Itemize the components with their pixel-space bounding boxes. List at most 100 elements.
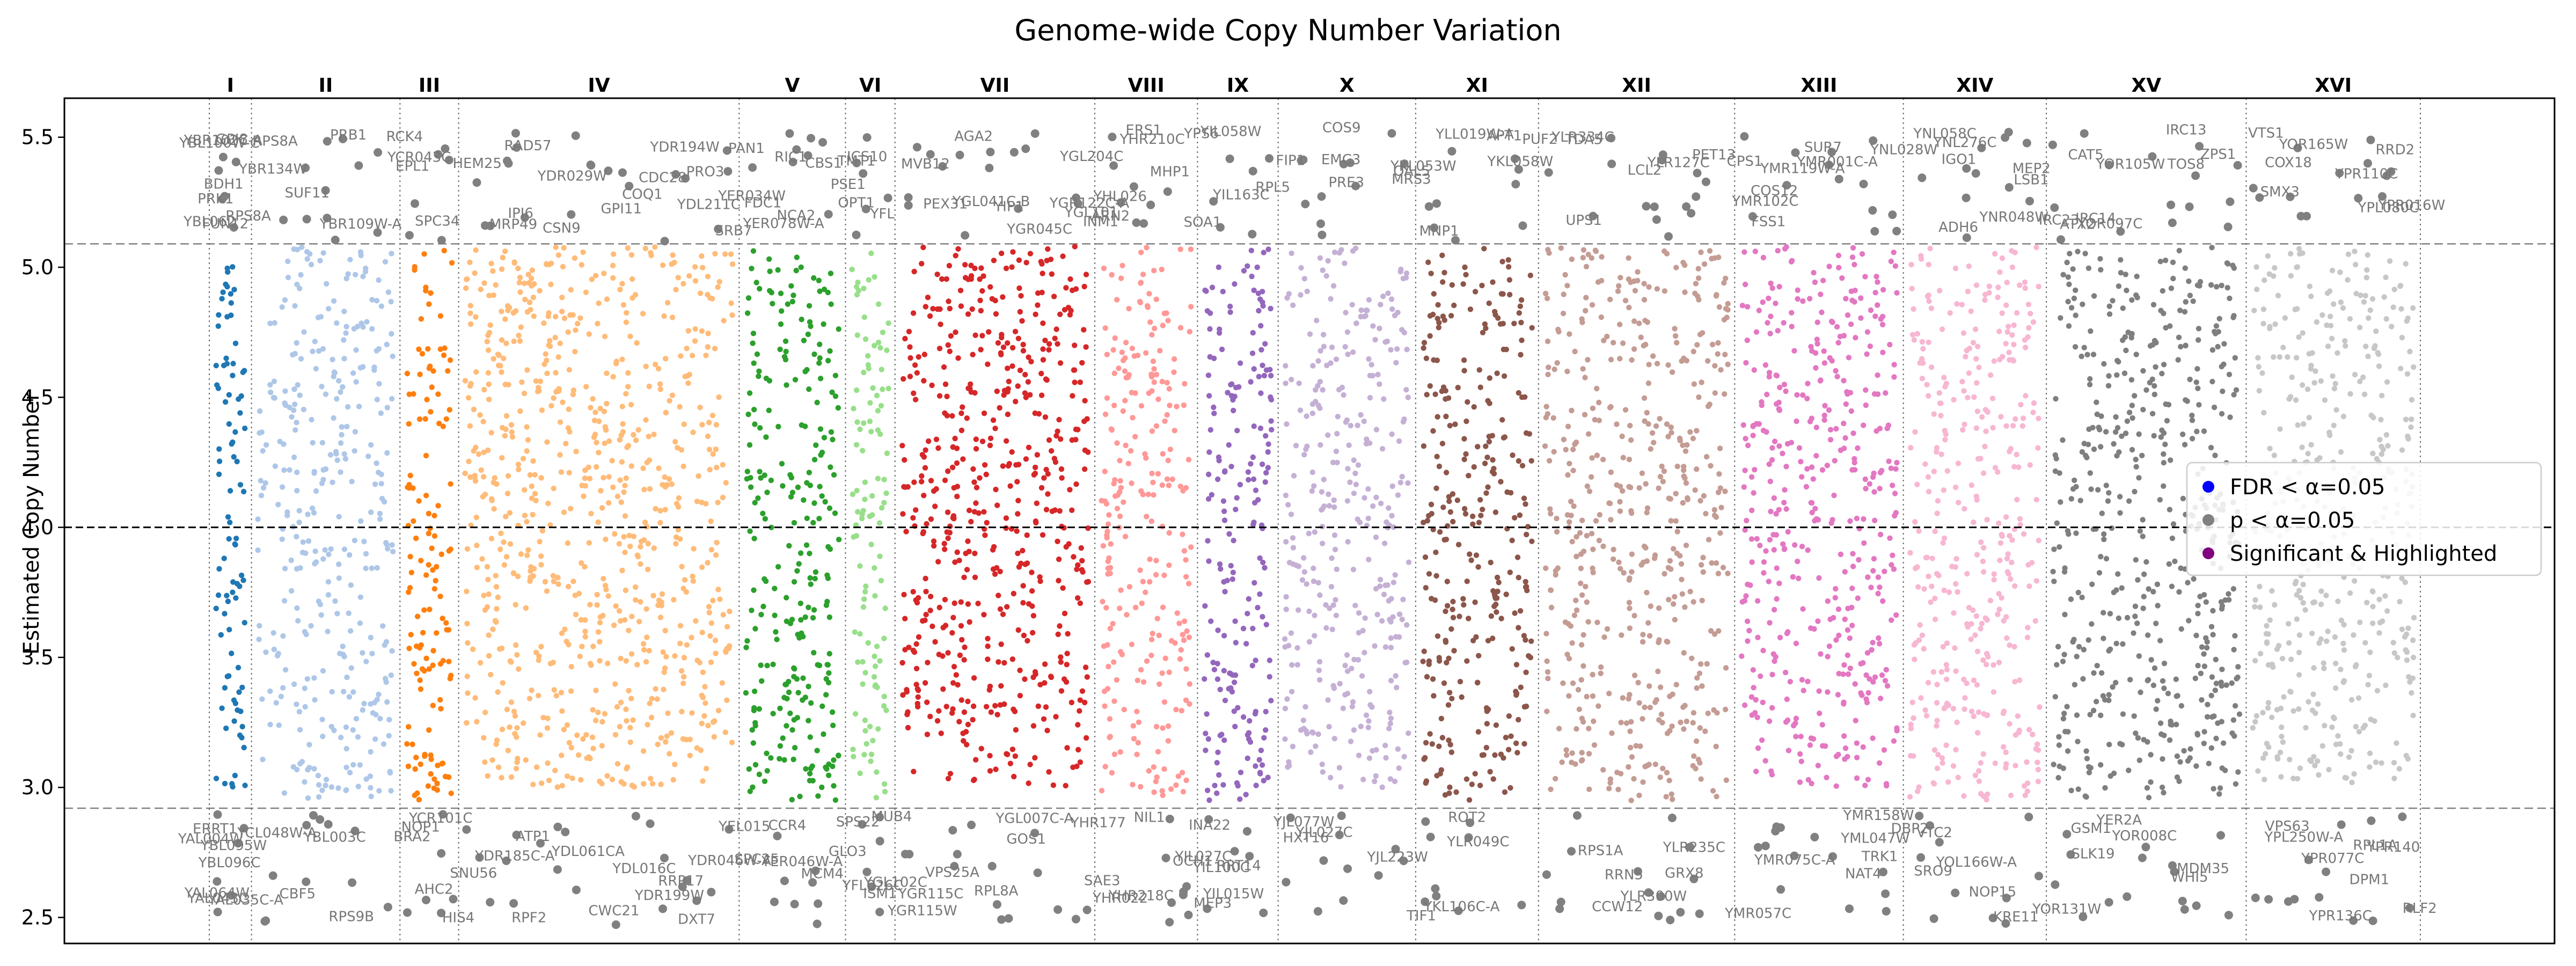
data-point xyxy=(1966,263,1972,269)
data-point xyxy=(481,735,487,741)
data-point xyxy=(720,612,726,618)
data-point xyxy=(961,709,968,715)
data-point xyxy=(1629,754,1635,760)
data-point xyxy=(1211,404,1217,411)
data-point xyxy=(1083,272,1089,277)
data-point xyxy=(1498,616,1504,621)
data-point xyxy=(1953,747,1959,753)
data-point xyxy=(1554,516,1560,522)
data-point xyxy=(1864,351,1870,357)
data-point xyxy=(537,539,543,545)
data-point xyxy=(1130,723,1136,729)
data-point xyxy=(363,565,369,572)
data-point xyxy=(1487,769,1493,775)
data-point xyxy=(313,488,319,494)
data-point xyxy=(1794,392,1800,398)
outlier-point xyxy=(682,876,691,885)
data-point xyxy=(1598,670,1604,677)
outlier-point xyxy=(1317,192,1326,201)
data-point xyxy=(1835,252,1842,259)
data-point xyxy=(813,569,819,575)
data-point xyxy=(1592,416,1598,423)
series-ix xyxy=(1202,154,1275,917)
data-point xyxy=(522,513,528,518)
data-point xyxy=(910,647,917,654)
data-point xyxy=(1721,280,1727,286)
data-point xyxy=(662,356,669,362)
data-point xyxy=(1466,797,1473,803)
data-point xyxy=(1845,671,1851,677)
data-point xyxy=(1256,308,1262,314)
outlier-point xyxy=(1607,134,1616,143)
data-point xyxy=(905,709,911,715)
data-point xyxy=(869,493,875,499)
data-point xyxy=(950,706,956,712)
data-point xyxy=(1014,479,1020,485)
data-point xyxy=(1490,457,1496,463)
data-point xyxy=(1552,367,1557,372)
data-point xyxy=(958,303,964,309)
data-point xyxy=(517,289,523,295)
data-point xyxy=(272,395,277,401)
data-point xyxy=(360,707,365,713)
data-point xyxy=(1893,612,1899,618)
data-point xyxy=(1810,476,1816,482)
data-point xyxy=(1986,283,1992,289)
data-point xyxy=(1833,586,1839,592)
data-point xyxy=(1079,360,1085,366)
data-point xyxy=(997,568,1003,575)
data-point xyxy=(1847,635,1853,641)
data-point xyxy=(1764,391,1770,398)
data-point xyxy=(213,605,219,612)
data-point xyxy=(1032,755,1038,761)
data-point xyxy=(1246,736,1252,742)
data-point xyxy=(1809,780,1814,787)
data-point xyxy=(588,405,594,411)
data-point xyxy=(993,766,999,772)
data-point xyxy=(579,643,585,649)
data-point xyxy=(1641,395,1648,401)
data-point xyxy=(816,516,822,522)
data-point xyxy=(1697,725,1703,731)
data-point xyxy=(975,601,981,606)
data-point xyxy=(1159,523,1166,530)
data-point xyxy=(646,648,652,654)
data-point xyxy=(1985,654,1991,660)
data-point xyxy=(1697,497,1703,504)
data-point xyxy=(1011,590,1017,597)
data-point xyxy=(495,594,501,601)
data-point xyxy=(221,362,227,369)
data-point xyxy=(1214,661,1220,667)
data-point xyxy=(1850,564,1856,569)
data-point xyxy=(612,681,618,687)
outlier-point xyxy=(1828,852,1837,861)
data-point xyxy=(604,296,610,302)
data-point xyxy=(2011,643,2017,650)
data-point xyxy=(1929,555,1935,561)
data-point xyxy=(416,416,423,422)
data-point xyxy=(706,447,713,452)
data-point xyxy=(983,704,990,710)
data-point xyxy=(1888,258,1894,265)
data-point xyxy=(1404,347,1410,353)
data-point xyxy=(502,248,508,254)
data-point xyxy=(358,252,364,259)
data-point xyxy=(1494,574,1501,581)
data-point xyxy=(1243,792,1249,797)
data-point xyxy=(1100,543,1106,549)
data-point xyxy=(1973,613,1979,619)
data-point xyxy=(1526,653,1532,659)
outlier-point xyxy=(1888,210,1897,219)
data-point xyxy=(443,416,449,422)
data-point xyxy=(757,469,763,474)
data-point xyxy=(1355,516,1360,522)
data-point xyxy=(1258,390,1264,396)
data-point xyxy=(1600,767,1606,773)
data-point xyxy=(778,321,784,327)
outlier-point xyxy=(1053,905,1063,914)
data-point xyxy=(921,493,927,499)
data-point xyxy=(1849,604,1855,611)
data-point xyxy=(993,311,999,317)
data-point xyxy=(1745,442,1751,449)
data-point xyxy=(529,267,535,273)
